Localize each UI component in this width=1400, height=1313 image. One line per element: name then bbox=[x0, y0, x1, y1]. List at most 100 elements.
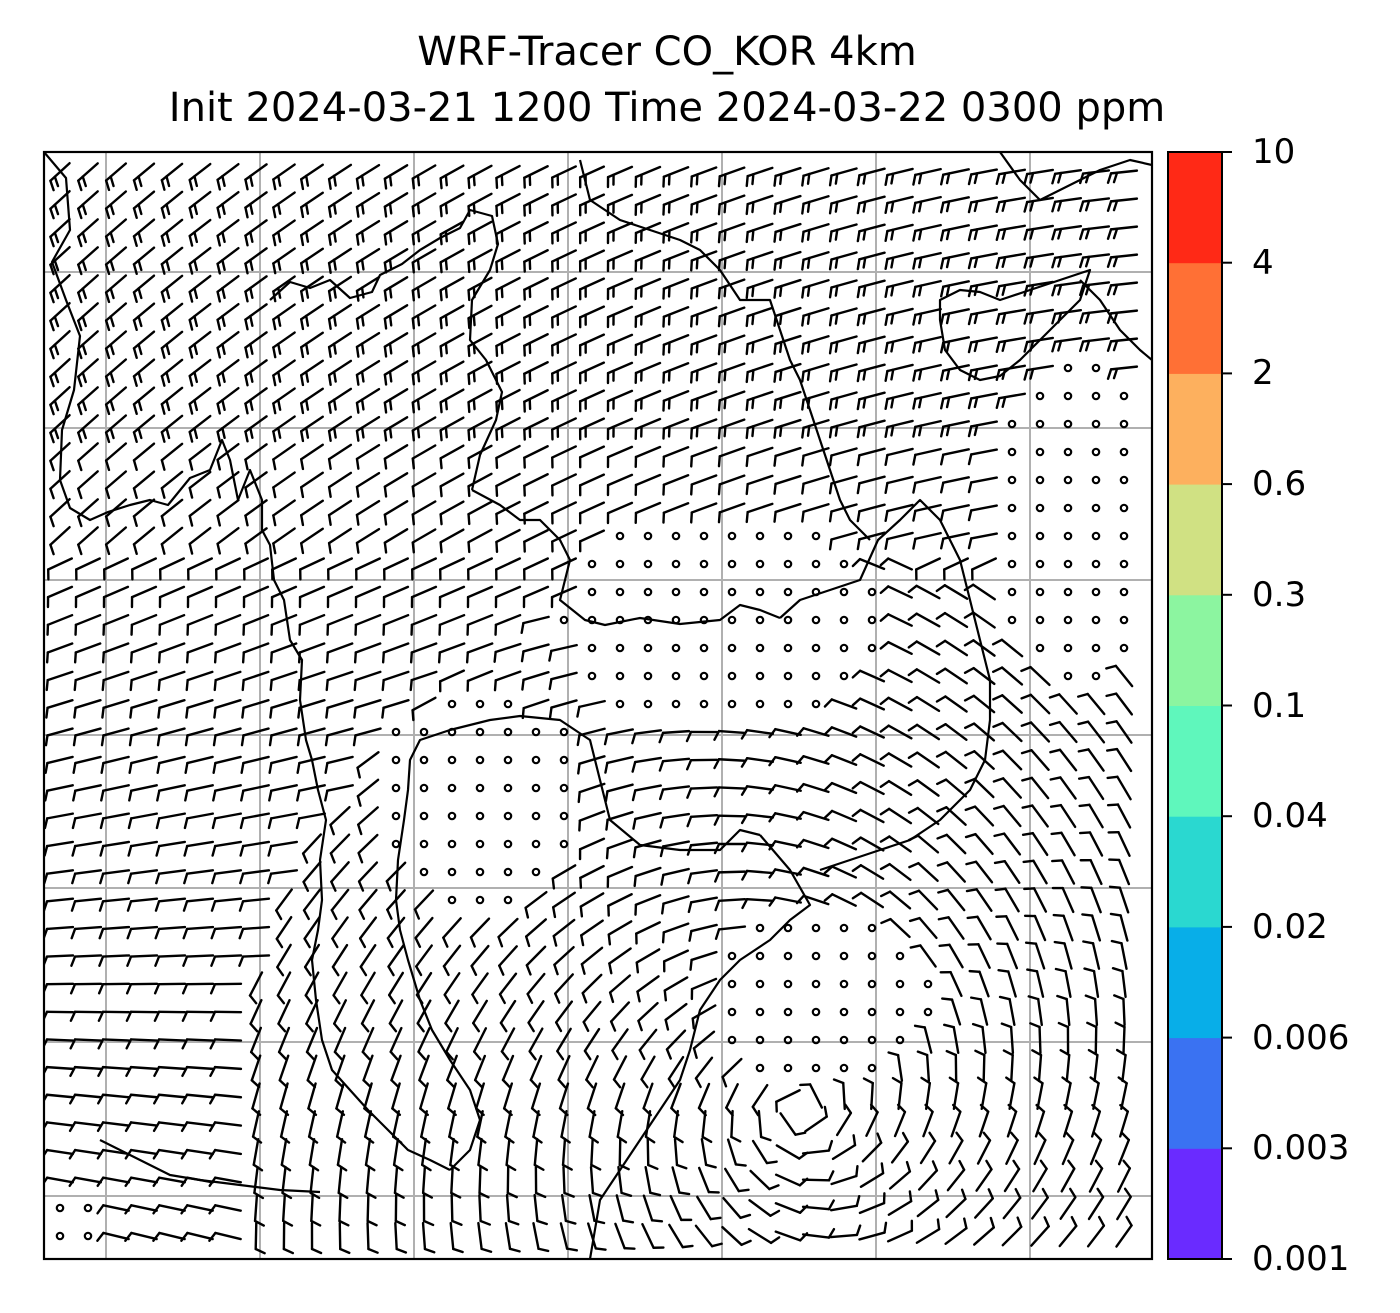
calm-marker bbox=[755, 1007, 765, 1017]
wind-barb bbox=[690, 446, 718, 468]
colorbar-tick-label: 0.04 bbox=[1252, 796, 1328, 837]
wind-barb bbox=[1051, 308, 1083, 325]
coastline-hokkaido bbox=[999, 152, 1152, 202]
wind-barb bbox=[968, 969, 990, 998]
colorbar-tick-label: 0.001 bbox=[1252, 1239, 1350, 1279]
wind-barb bbox=[587, 1222, 607, 1251]
wind-barb bbox=[303, 916, 321, 949]
wind-barb bbox=[355, 219, 381, 246]
wind-barb bbox=[551, 361, 577, 385]
wind-barb bbox=[387, 944, 405, 977]
wind-barb bbox=[828, 475, 858, 495]
wind-barb bbox=[97, 1065, 131, 1078]
wind-barb bbox=[104, 302, 128, 332]
wind-barb bbox=[355, 275, 381, 302]
wind-barb bbox=[908, 889, 939, 911]
wind-barb bbox=[521, 671, 550, 691]
wind-barb bbox=[415, 971, 433, 1005]
wind-barb bbox=[713, 786, 747, 798]
wind-barb bbox=[159, 557, 185, 581]
wind-barb bbox=[188, 246, 212, 275]
wind-barb bbox=[741, 869, 775, 881]
wind-barb bbox=[1002, 1049, 1014, 1083]
wind-barb bbox=[358, 916, 378, 949]
wind-barb bbox=[879, 862, 912, 882]
wind-barb bbox=[300, 191, 324, 219]
wind-barb bbox=[578, 529, 606, 553]
calm-marker bbox=[1035, 531, 1045, 541]
wind-barb bbox=[662, 418, 690, 440]
wind-barb bbox=[495, 360, 521, 385]
wind-barb bbox=[104, 358, 128, 388]
wind-barb bbox=[327, 471, 353, 499]
wind-barb bbox=[612, 1055, 628, 1089]
wind-barb bbox=[160, 246, 184, 275]
wind-barb bbox=[495, 500, 521, 525]
wind-barb bbox=[717, 334, 746, 356]
wind-barb bbox=[974, 1049, 986, 1083]
calm-marker bbox=[1007, 587, 1017, 597]
calm-marker bbox=[867, 615, 877, 625]
colorbar-segment bbox=[1168, 705, 1222, 817]
wind-barb bbox=[126, 925, 159, 940]
wind-barb bbox=[272, 247, 296, 275]
wind-barb bbox=[1060, 1159, 1076, 1193]
wind-barb bbox=[128, 755, 158, 774]
wind-barb bbox=[298, 585, 326, 609]
calm-marker bbox=[1091, 475, 1101, 485]
wind-barb bbox=[907, 806, 940, 826]
wind-barb bbox=[907, 695, 941, 713]
wind-barb bbox=[467, 557, 493, 581]
wind-barb bbox=[967, 280, 998, 298]
wind-barb bbox=[745, 390, 774, 412]
wind-barb bbox=[327, 303, 353, 331]
wind-barb bbox=[529, 1054, 543, 1089]
calm-marker bbox=[391, 839, 401, 849]
calm-marker bbox=[755, 559, 765, 569]
calm-marker bbox=[755, 587, 765, 597]
wind-barb bbox=[449, 1221, 464, 1254]
wind-barb bbox=[1058, 1215, 1078, 1248]
wind-barb bbox=[618, 1137, 630, 1171]
wind-barb bbox=[523, 305, 549, 329]
wind-barb bbox=[667, 1055, 685, 1089]
wind-barb bbox=[153, 1093, 187, 1105]
wind-barb bbox=[548, 671, 578, 691]
wind-barb bbox=[971, 1022, 987, 1055]
calm-marker bbox=[643, 531, 653, 541]
calm-marker bbox=[1119, 531, 1129, 541]
wind-barb bbox=[355, 163, 381, 190]
wind-barb bbox=[132, 414, 156, 443]
wind-barb bbox=[912, 447, 942, 466]
calm-marker bbox=[699, 615, 709, 625]
wind-barb bbox=[216, 191, 240, 219]
wind-barb bbox=[1080, 886, 1102, 914]
wind-barb bbox=[801, 1199, 835, 1211]
wind-barb bbox=[1087, 1048, 1099, 1083]
wind-barb bbox=[300, 415, 324, 443]
wind-barb bbox=[300, 499, 324, 527]
wind-barb bbox=[239, 869, 271, 885]
wind-barb bbox=[640, 1055, 656, 1089]
wind-barb bbox=[185, 699, 214, 719]
wind-barb bbox=[153, 1065, 187, 1078]
wind-barb bbox=[506, 1165, 518, 1199]
wind-barb bbox=[155, 812, 186, 830]
wind-barb bbox=[1079, 225, 1111, 241]
wind-barb bbox=[467, 192, 493, 218]
wind-barb bbox=[748, 1199, 781, 1217]
wind-barb bbox=[553, 946, 575, 976]
wind-barb bbox=[300, 275, 324, 303]
wind-barb bbox=[383, 304, 409, 330]
wind-barb bbox=[493, 670, 522, 692]
wind-barb bbox=[662, 194, 690, 216]
wind-barb bbox=[465, 642, 494, 664]
wind-barb bbox=[495, 557, 521, 581]
colorbar-tick-label: 0.6 bbox=[1252, 464, 1307, 505]
calm-marker bbox=[503, 867, 513, 877]
wind-barb bbox=[442, 917, 462, 948]
wind-barb bbox=[991, 638, 1024, 658]
wind-barb bbox=[635, 948, 661, 974]
wind-barb bbox=[1022, 859, 1048, 885]
wind-barb bbox=[717, 502, 746, 524]
